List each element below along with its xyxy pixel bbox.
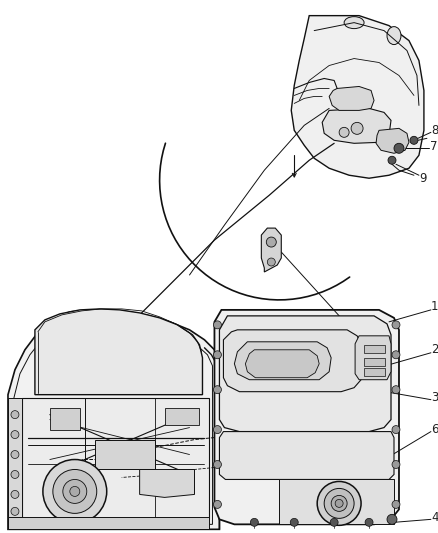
Ellipse shape xyxy=(387,27,401,45)
Circle shape xyxy=(267,258,276,266)
Circle shape xyxy=(63,480,87,503)
Circle shape xyxy=(213,461,222,469)
Polygon shape xyxy=(364,368,385,376)
Text: 7: 7 xyxy=(430,140,438,153)
Polygon shape xyxy=(140,470,194,497)
Polygon shape xyxy=(95,440,155,470)
Text: 4: 4 xyxy=(431,511,438,524)
Circle shape xyxy=(392,321,400,329)
Circle shape xyxy=(213,321,222,329)
Circle shape xyxy=(351,123,363,134)
Polygon shape xyxy=(223,330,361,392)
Circle shape xyxy=(392,425,400,433)
Polygon shape xyxy=(35,309,202,394)
Circle shape xyxy=(339,127,349,138)
Circle shape xyxy=(335,499,343,507)
Text: 2: 2 xyxy=(431,343,438,356)
Circle shape xyxy=(387,514,397,524)
Polygon shape xyxy=(165,408,199,425)
Circle shape xyxy=(290,519,298,526)
Circle shape xyxy=(213,351,222,359)
Circle shape xyxy=(388,156,396,164)
Circle shape xyxy=(11,450,19,458)
Circle shape xyxy=(330,519,338,526)
Polygon shape xyxy=(245,350,319,378)
Circle shape xyxy=(331,495,347,511)
Text: 8: 8 xyxy=(431,124,438,137)
Circle shape xyxy=(213,500,222,508)
Circle shape xyxy=(410,136,418,144)
Circle shape xyxy=(11,431,19,439)
Circle shape xyxy=(213,425,222,433)
Circle shape xyxy=(213,386,222,394)
Ellipse shape xyxy=(344,17,364,29)
Circle shape xyxy=(394,143,404,154)
Circle shape xyxy=(392,351,400,359)
Polygon shape xyxy=(261,228,281,272)
Text: 1: 1 xyxy=(431,301,438,313)
Text: 6: 6 xyxy=(431,423,438,436)
Circle shape xyxy=(365,519,373,526)
Polygon shape xyxy=(219,316,391,432)
Polygon shape xyxy=(22,398,209,519)
Polygon shape xyxy=(8,398,22,529)
Polygon shape xyxy=(355,336,391,379)
Circle shape xyxy=(11,471,19,479)
Circle shape xyxy=(11,490,19,498)
Polygon shape xyxy=(234,342,331,379)
Text: 9: 9 xyxy=(419,172,427,185)
Polygon shape xyxy=(376,128,409,154)
Polygon shape xyxy=(329,86,374,110)
Polygon shape xyxy=(219,432,394,480)
Circle shape xyxy=(266,237,276,247)
Circle shape xyxy=(43,459,107,523)
Circle shape xyxy=(392,386,400,394)
Polygon shape xyxy=(364,345,385,353)
Polygon shape xyxy=(364,358,385,366)
Circle shape xyxy=(392,461,400,469)
Polygon shape xyxy=(8,518,209,529)
Circle shape xyxy=(317,481,361,526)
Polygon shape xyxy=(279,480,394,524)
Circle shape xyxy=(324,488,354,519)
Text: 5: 5 xyxy=(379,351,387,364)
Circle shape xyxy=(70,487,80,496)
Polygon shape xyxy=(50,408,80,430)
Text: 3: 3 xyxy=(431,391,438,404)
Circle shape xyxy=(392,500,400,508)
Circle shape xyxy=(251,519,258,526)
Polygon shape xyxy=(215,310,399,524)
Circle shape xyxy=(53,470,97,513)
Circle shape xyxy=(11,507,19,515)
Polygon shape xyxy=(291,15,424,178)
Circle shape xyxy=(11,410,19,418)
Polygon shape xyxy=(322,108,391,143)
Polygon shape xyxy=(8,310,219,529)
